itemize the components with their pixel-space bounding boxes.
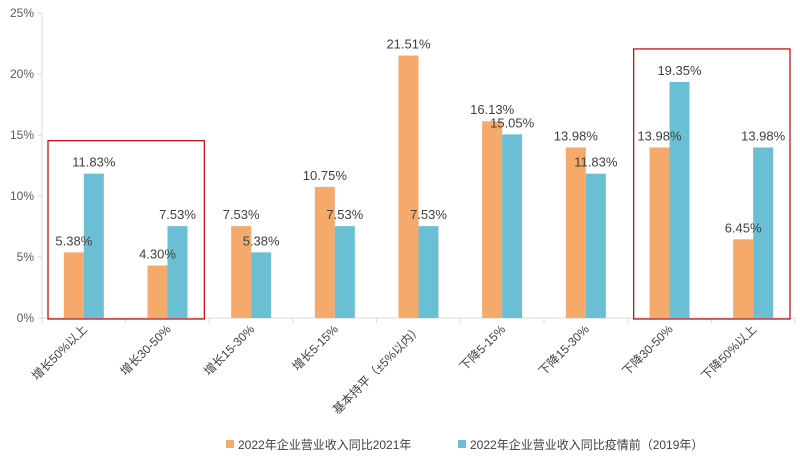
y-tick-label: 25%	[10, 6, 34, 20]
legend-label: 2022年企业营业收入同比疫情前（2019年）	[470, 437, 703, 452]
bar	[147, 265, 168, 318]
data-label: 11.83%	[72, 155, 116, 170]
data-label: 10.75%	[303, 168, 348, 183]
data-label: 13.98%	[554, 128, 599, 143]
bar	[231, 226, 252, 318]
x-tick-label: 增长15-30%	[201, 322, 257, 378]
data-labels: 5.38% 4.30% 7.53% 10.75% 21.51% 16.13% 13.98% 1…	[55, 37, 785, 262]
data-label: 21.51%	[386, 37, 431, 52]
x-tick-label: 下降50%以上	[698, 322, 759, 383]
legend-label: 2022年企业营业收入同比2021年	[238, 437, 411, 452]
data-label: 7.53%	[159, 207, 196, 222]
data-label: 13.98%	[637, 128, 682, 143]
x-tick-label: 下降15-30%	[536, 322, 592, 378]
y-tick-label: 0%	[17, 311, 35, 325]
y-tick-label: 10%	[10, 189, 34, 203]
bar	[482, 121, 503, 319]
data-label: 11.83%	[574, 155, 618, 170]
bar	[733, 239, 754, 318]
bar	[565, 147, 586, 318]
bar	[83, 173, 104, 318]
data-label: 6.45%	[725, 220, 762, 235]
data-label: 13.98%	[741, 128, 786, 143]
data-label: 5.38%	[55, 233, 92, 248]
x-tick-label: 增长5-15%	[290, 322, 342, 374]
bar	[502, 134, 523, 318]
bar	[753, 147, 774, 318]
y-tick-label: 5%	[17, 250, 35, 264]
bar	[334, 226, 355, 318]
bar	[585, 173, 606, 318]
data-label: 4.30%	[139, 247, 176, 262]
x-tick-label: 下降30-50%	[619, 322, 675, 378]
bar	[398, 55, 419, 318]
bar	[167, 226, 188, 318]
highlight-box	[47, 140, 205, 320]
data-label: 7.53%	[223, 207, 260, 222]
data-label: 7.53%	[410, 207, 447, 222]
data-label: 15.05%	[490, 115, 535, 130]
highlight-box	[633, 48, 791, 320]
bar	[649, 147, 670, 318]
y-tick-label: 20%	[10, 67, 34, 81]
chart-legend: 2022年企业营业收入同比2021年 2022年企业营业收入同比疫情前（2019年…	[226, 437, 703, 452]
data-label: 16.13%	[470, 102, 515, 117]
x-tick-label: 增长50%以上	[29, 322, 90, 383]
chart-bars	[63, 55, 774, 319]
x-tick-label: 增长30-50%	[117, 322, 173, 378]
data-label: 7.53%	[326, 207, 363, 222]
x-tick-label: 基本持平（±5%以内）	[329, 322, 424, 417]
bar	[251, 252, 272, 318]
data-label: 19.35%	[657, 63, 702, 78]
data-label: 5.38%	[243, 233, 280, 248]
bar	[314, 186, 335, 318]
legend-swatch	[458, 440, 466, 448]
legend-swatch	[226, 440, 234, 448]
bar	[418, 226, 439, 318]
bar	[669, 81, 690, 319]
y-tick-label: 15%	[10, 128, 34, 142]
bar	[63, 252, 84, 318]
x-tick-label: 下降5-15%	[457, 322, 509, 374]
highlight-boxes	[47, 48, 791, 320]
